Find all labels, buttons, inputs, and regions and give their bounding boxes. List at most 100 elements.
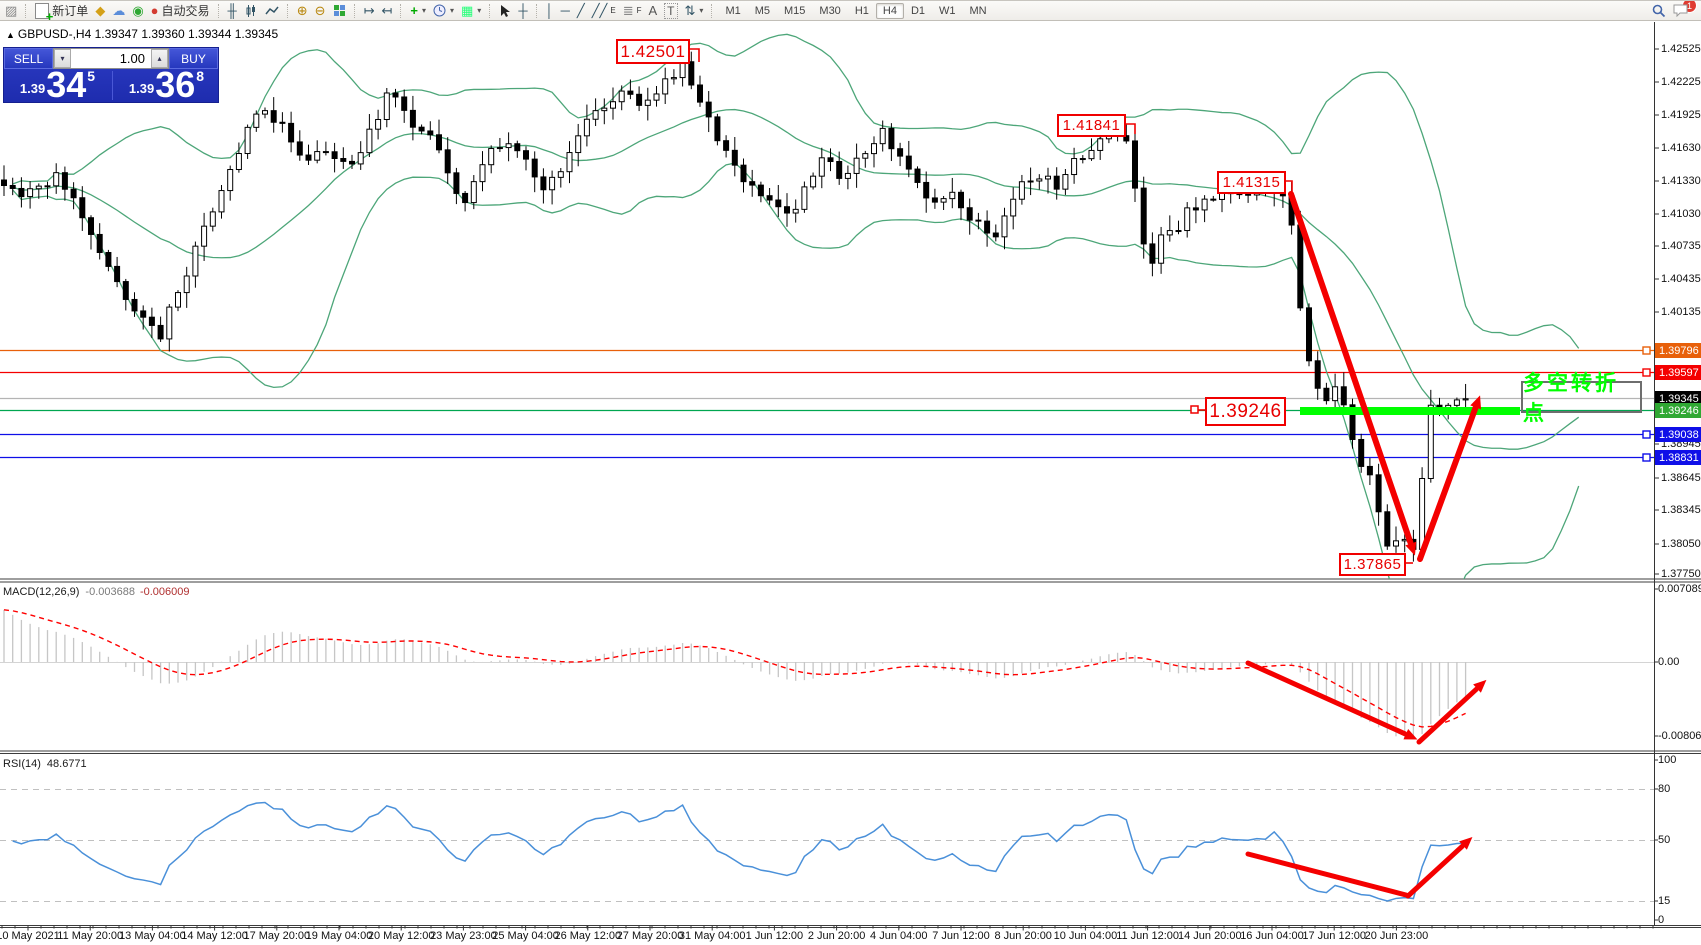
price-axis-tick: 1.40435: [1661, 273, 1701, 285]
price-label[interactable]: 1.39246: [1205, 397, 1286, 426]
timeframe-h4[interactable]: H4: [875, 2, 904, 19]
time-axis-label: 1 Jun 12:00: [745, 930, 804, 942]
zoom-out-icon[interactable]: ⊖: [314, 3, 326, 18]
time-axis-label: 14 Jun 20:00: [1177, 930, 1242, 942]
periods-icon[interactable]: ▾: [430, 2, 457, 19]
price-label[interactable]: 1.41841: [1057, 114, 1126, 137]
profiles-icon[interactable]: ◆: [95, 3, 106, 18]
toolbar-separator: [286, 3, 289, 18]
volume-decrease-button[interactable]: ▾: [54, 49, 71, 68]
notifications-icon[interactable]: 1: [1670, 1, 1697, 19]
trend-arrow[interactable]: [1288, 191, 1417, 556]
price-axis-tick: 1.40135: [1661, 306, 1701, 318]
text-label-icon[interactable]: T: [661, 2, 680, 19]
time-axis-label: 7 Jun 12:00: [932, 930, 990, 942]
one-click-trading-panel: SELL ▾ 1.00 ▴ BUY 1.39 34 5 1.39 36 8: [3, 47, 219, 103]
toolbar-separator: [217, 3, 220, 18]
timeframe-mn[interactable]: MN: [969, 4, 987, 17]
price-axis-tick: 1.41630: [1661, 142, 1701, 154]
price-axis-tick: 1.42225: [1661, 76, 1701, 88]
macd-axis-tick: 0.00: [1658, 656, 1680, 668]
timeframe-d1[interactable]: D1: [910, 4, 925, 17]
timeframe-group: M1 M5 M15 M30 H1 H4 D1 W1 MN: [718, 2, 993, 19]
timeframe-h1[interactable]: H1: [854, 4, 869, 17]
bar-chart-icon[interactable]: ╫: [227, 3, 237, 18]
price-axis-mark: 1.39246: [1655, 403, 1701, 418]
price-axis-tick: 1.38345: [1661, 504, 1701, 516]
trend-arrow[interactable]: [1416, 679, 1487, 745]
rsi-axis-tick: 80: [1658, 783, 1671, 795]
rsi-axis-tick: 15: [1658, 895, 1671, 907]
signals-icon[interactable]: ◉: [132, 3, 144, 18]
arrows-icon[interactable]: ⇅ ▾: [684, 3, 704, 18]
volume-input[interactable]: 1.00: [119, 51, 145, 66]
buy-button[interactable]: BUY: [169, 48, 218, 69]
auto-trading-button[interactable]: ● 自动交易: [148, 2, 213, 19]
community-icon[interactable]: ☁: [112, 3, 126, 18]
price-axis-mark: 1.39038: [1655, 427, 1701, 442]
symbol-quote-text: GBPUSD-,H4 1.39347 1.39360 1.39344 1.393…: [17, 27, 279, 41]
vertical-line-icon[interactable]: │: [545, 3, 554, 18]
timeframe-m1[interactable]: M1: [725, 4, 741, 17]
annotation-text-box[interactable]: 多空转折点: [1521, 372, 1642, 425]
time-axis-label: 13 May 04:00: [119, 930, 186, 942]
chart-shift-icon[interactable]: ↤: [381, 3, 393, 18]
volume-increase-button[interactable]: ▴: [151, 49, 168, 68]
fibonacci-icon[interactable]: ≣ F: [622, 3, 642, 18]
time-axis-label: 11 May 20:00: [57, 930, 124, 942]
horizontal-line-icon[interactable]: ─: [560, 3, 570, 18]
toolbar-separator: [489, 3, 491, 18]
trend-arrow[interactable]: [1245, 660, 1418, 740]
templates-icon[interactable]: ▦ ▾: [461, 3, 482, 18]
price-axis-tick: 1.41330: [1661, 175, 1701, 187]
auto-scroll-icon[interactable]: ↦: [363, 3, 375, 18]
symbol-info-bar: ▲ GBPUSD-,H4 1.39347 1.39360 1.39344 1.39…: [6, 27, 278, 41]
trend-arrow[interactable]: [1245, 851, 1409, 898]
timeframe-w1[interactable]: W1: [939, 4, 956, 17]
buy-price[interactable]: 1.39 36 8: [128, 64, 205, 105]
price-label[interactable]: 1.42501: [616, 39, 690, 64]
timeframe-m15[interactable]: M15: [784, 4, 806, 17]
price-axis-mark: 1.39597: [1655, 365, 1701, 380]
price-axis-tick: 1.41030: [1661, 208, 1701, 220]
auto-trading-label: 自动交易: [161, 4, 210, 18]
time-axis-label: 27 May 20:00: [616, 930, 684, 942]
time-axis-label: 10 Jun 04:00: [1053, 930, 1118, 942]
indicators-icon[interactable]: + ▾: [410, 3, 426, 18]
macd-axis-tick: 0.007089: [1658, 583, 1701, 595]
time-axis-label: 31 May 04:00: [678, 930, 746, 942]
price-axis-tick: 1.37750: [1661, 568, 1701, 580]
crosshair-icon[interactable]: ┼: [518, 3, 528, 18]
symbol-direction-icon: ▲: [6, 30, 15, 40]
macd-axis-tick: -0.008063: [1658, 730, 1701, 742]
text-icon[interactable]: A: [648, 3, 658, 18]
time-axis-label: 17 Jun 12:00: [1302, 930, 1366, 942]
trend-arrow[interactable]: [1417, 395, 1482, 562]
price-axis-tick: 1.42525: [1661, 43, 1701, 55]
new-order-button[interactable]: 新订单: [32, 2, 91, 24]
sell-price[interactable]: 1.39 34 5: [19, 64, 96, 105]
time-axis-label: 4 Jun 04:00: [870, 930, 928, 942]
line-chart-icon[interactable]: [262, 2, 282, 19]
equidistant-channel-icon[interactable]: ╱╱ E: [591, 3, 616, 18]
timeframe-m5[interactable]: M5: [754, 4, 770, 17]
candlestick-chart-icon[interactable]: [241, 2, 261, 19]
trend-arrow[interactable]: [1405, 836, 1473, 899]
toolbar-separator: [535, 3, 538, 18]
new-order-label: 新订单: [52, 4, 89, 18]
trendline-icon[interactable]: ╱: [576, 3, 585, 18]
rsi-axis-tick: 100: [1658, 754, 1677, 766]
rsi-axis-tick: 50: [1658, 834, 1671, 846]
price-label[interactable]: 1.37865: [1339, 553, 1406, 576]
panel-divider: [112, 71, 113, 100]
tile-windows-icon[interactable]: [330, 2, 349, 19]
price-label[interactable]: 1.41315: [1217, 171, 1286, 194]
price-axis-mark: 1.38831: [1655, 450, 1701, 465]
search-icon[interactable]: [1649, 2, 1669, 19]
sell-button[interactable]: SELL: [4, 48, 53, 69]
zoom-in-icon[interactable]: ⊕: [296, 3, 308, 18]
window-icon[interactable]: ▨: [5, 3, 18, 18]
timeframe-m30[interactable]: M30: [819, 4, 841, 17]
cursor-icon[interactable]: [496, 2, 514, 19]
